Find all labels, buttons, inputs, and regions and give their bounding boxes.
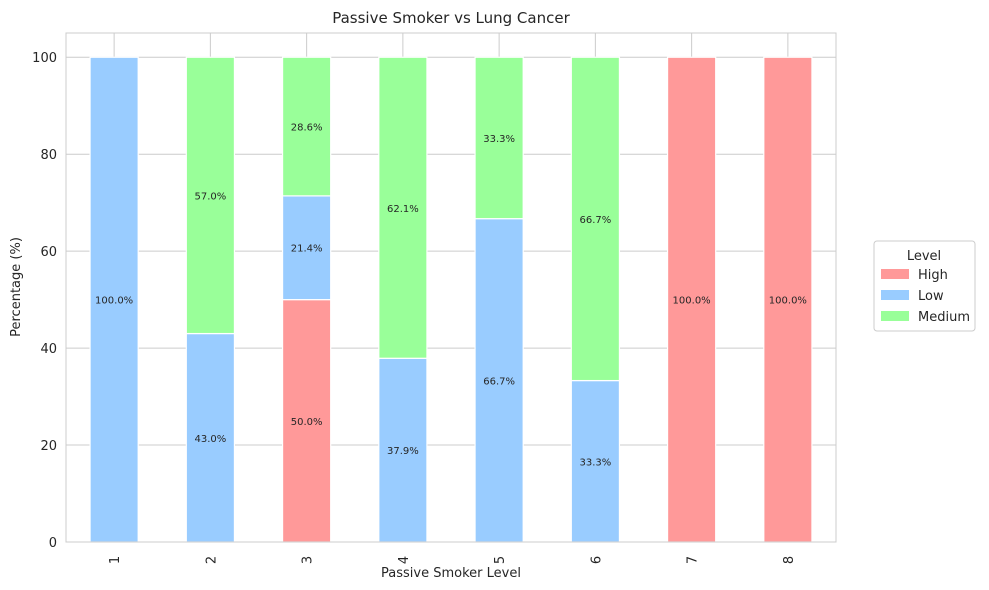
bars: [89, 56, 813, 543]
y-tick-label: 60: [40, 245, 57, 260]
grid: [66, 33, 836, 543]
legend-swatch-medium: [881, 311, 909, 321]
legend: Level High Low Medium: [873, 240, 976, 332]
legend-title: Level: [907, 249, 941, 264]
y-tick-label: 20: [40, 439, 57, 454]
bar-data-label: 21.4%: [291, 244, 323, 255]
bar-low: [378, 357, 428, 543]
bar-data-label: 100.0%: [95, 296, 133, 307]
bar-medium: [570, 56, 621, 382]
x-tick-label: 4: [397, 556, 412, 564]
legend-swatch-high: [881, 269, 909, 279]
y-tick-label: 100: [32, 51, 57, 66]
y-tick-label: 0: [49, 536, 57, 551]
bar-data-label: 62.1%: [387, 204, 419, 215]
bar-data-label: 100.0%: [673, 296, 711, 307]
legend-label-high: High: [918, 268, 948, 283]
data-labels: 100.0% 43.0% 57.0% 50.0% 21.4% 28.6% 37.9% 62.1…: [95, 123, 807, 469]
bar-data-label: 57.0%: [194, 191, 226, 202]
legend-label-medium: Medium: [918, 310, 970, 325]
bar-data-label: 43.0%: [194, 434, 226, 445]
x-tick-label: 8: [782, 556, 797, 564]
bar-low: [185, 332, 236, 543]
bar-medium: [281, 56, 332, 197]
bar-data-label: 37.9%: [387, 446, 419, 457]
bar-low: [281, 195, 332, 301]
bar-low: [570, 379, 621, 543]
legend-swatch-low: [881, 290, 909, 300]
x-tick-label: 6: [589, 556, 604, 564]
bar-medium: [185, 56, 236, 335]
x-tick-label: 5: [493, 556, 508, 564]
bar-data-label: 33.3%: [483, 134, 515, 145]
bar-medium: [474, 56, 524, 220]
x-tick-label: 2: [204, 556, 219, 564]
y-axis-label: Percentage (%): [9, 237, 24, 337]
x-axis-label: Passive Smoker Level: [381, 566, 521, 581]
legend-frame: [873, 240, 976, 332]
x-tick-label: 3: [301, 556, 316, 564]
bar-data-label: 28.6%: [291, 123, 323, 134]
bar-data-label: 66.7%: [483, 376, 515, 387]
x-tick-label: 1: [108, 556, 123, 564]
chart-title: Passive Smoker vs Lung Cancer: [332, 9, 570, 27]
y-tick-label: 80: [40, 148, 57, 163]
bar-high: [281, 299, 332, 543]
bar-medium: [378, 56, 428, 359]
bar-data-label: 66.7%: [579, 215, 611, 226]
plot-area: [65, 32, 837, 543]
bar-data-label: 50.0%: [291, 417, 323, 428]
bar-low: [89, 56, 139, 543]
bar-low: [474, 218, 524, 543]
axes: 0 20 40 60 80 100 1 2 3 4 5 6 7 8: [32, 51, 797, 564]
bar-data-label: 33.3%: [579, 457, 611, 468]
legend-label-low: Low: [918, 289, 944, 304]
y-tick-label: 40: [40, 342, 57, 357]
bar-data-label: 100.0%: [769, 296, 807, 307]
x-tick-label: 7: [686, 556, 701, 564]
